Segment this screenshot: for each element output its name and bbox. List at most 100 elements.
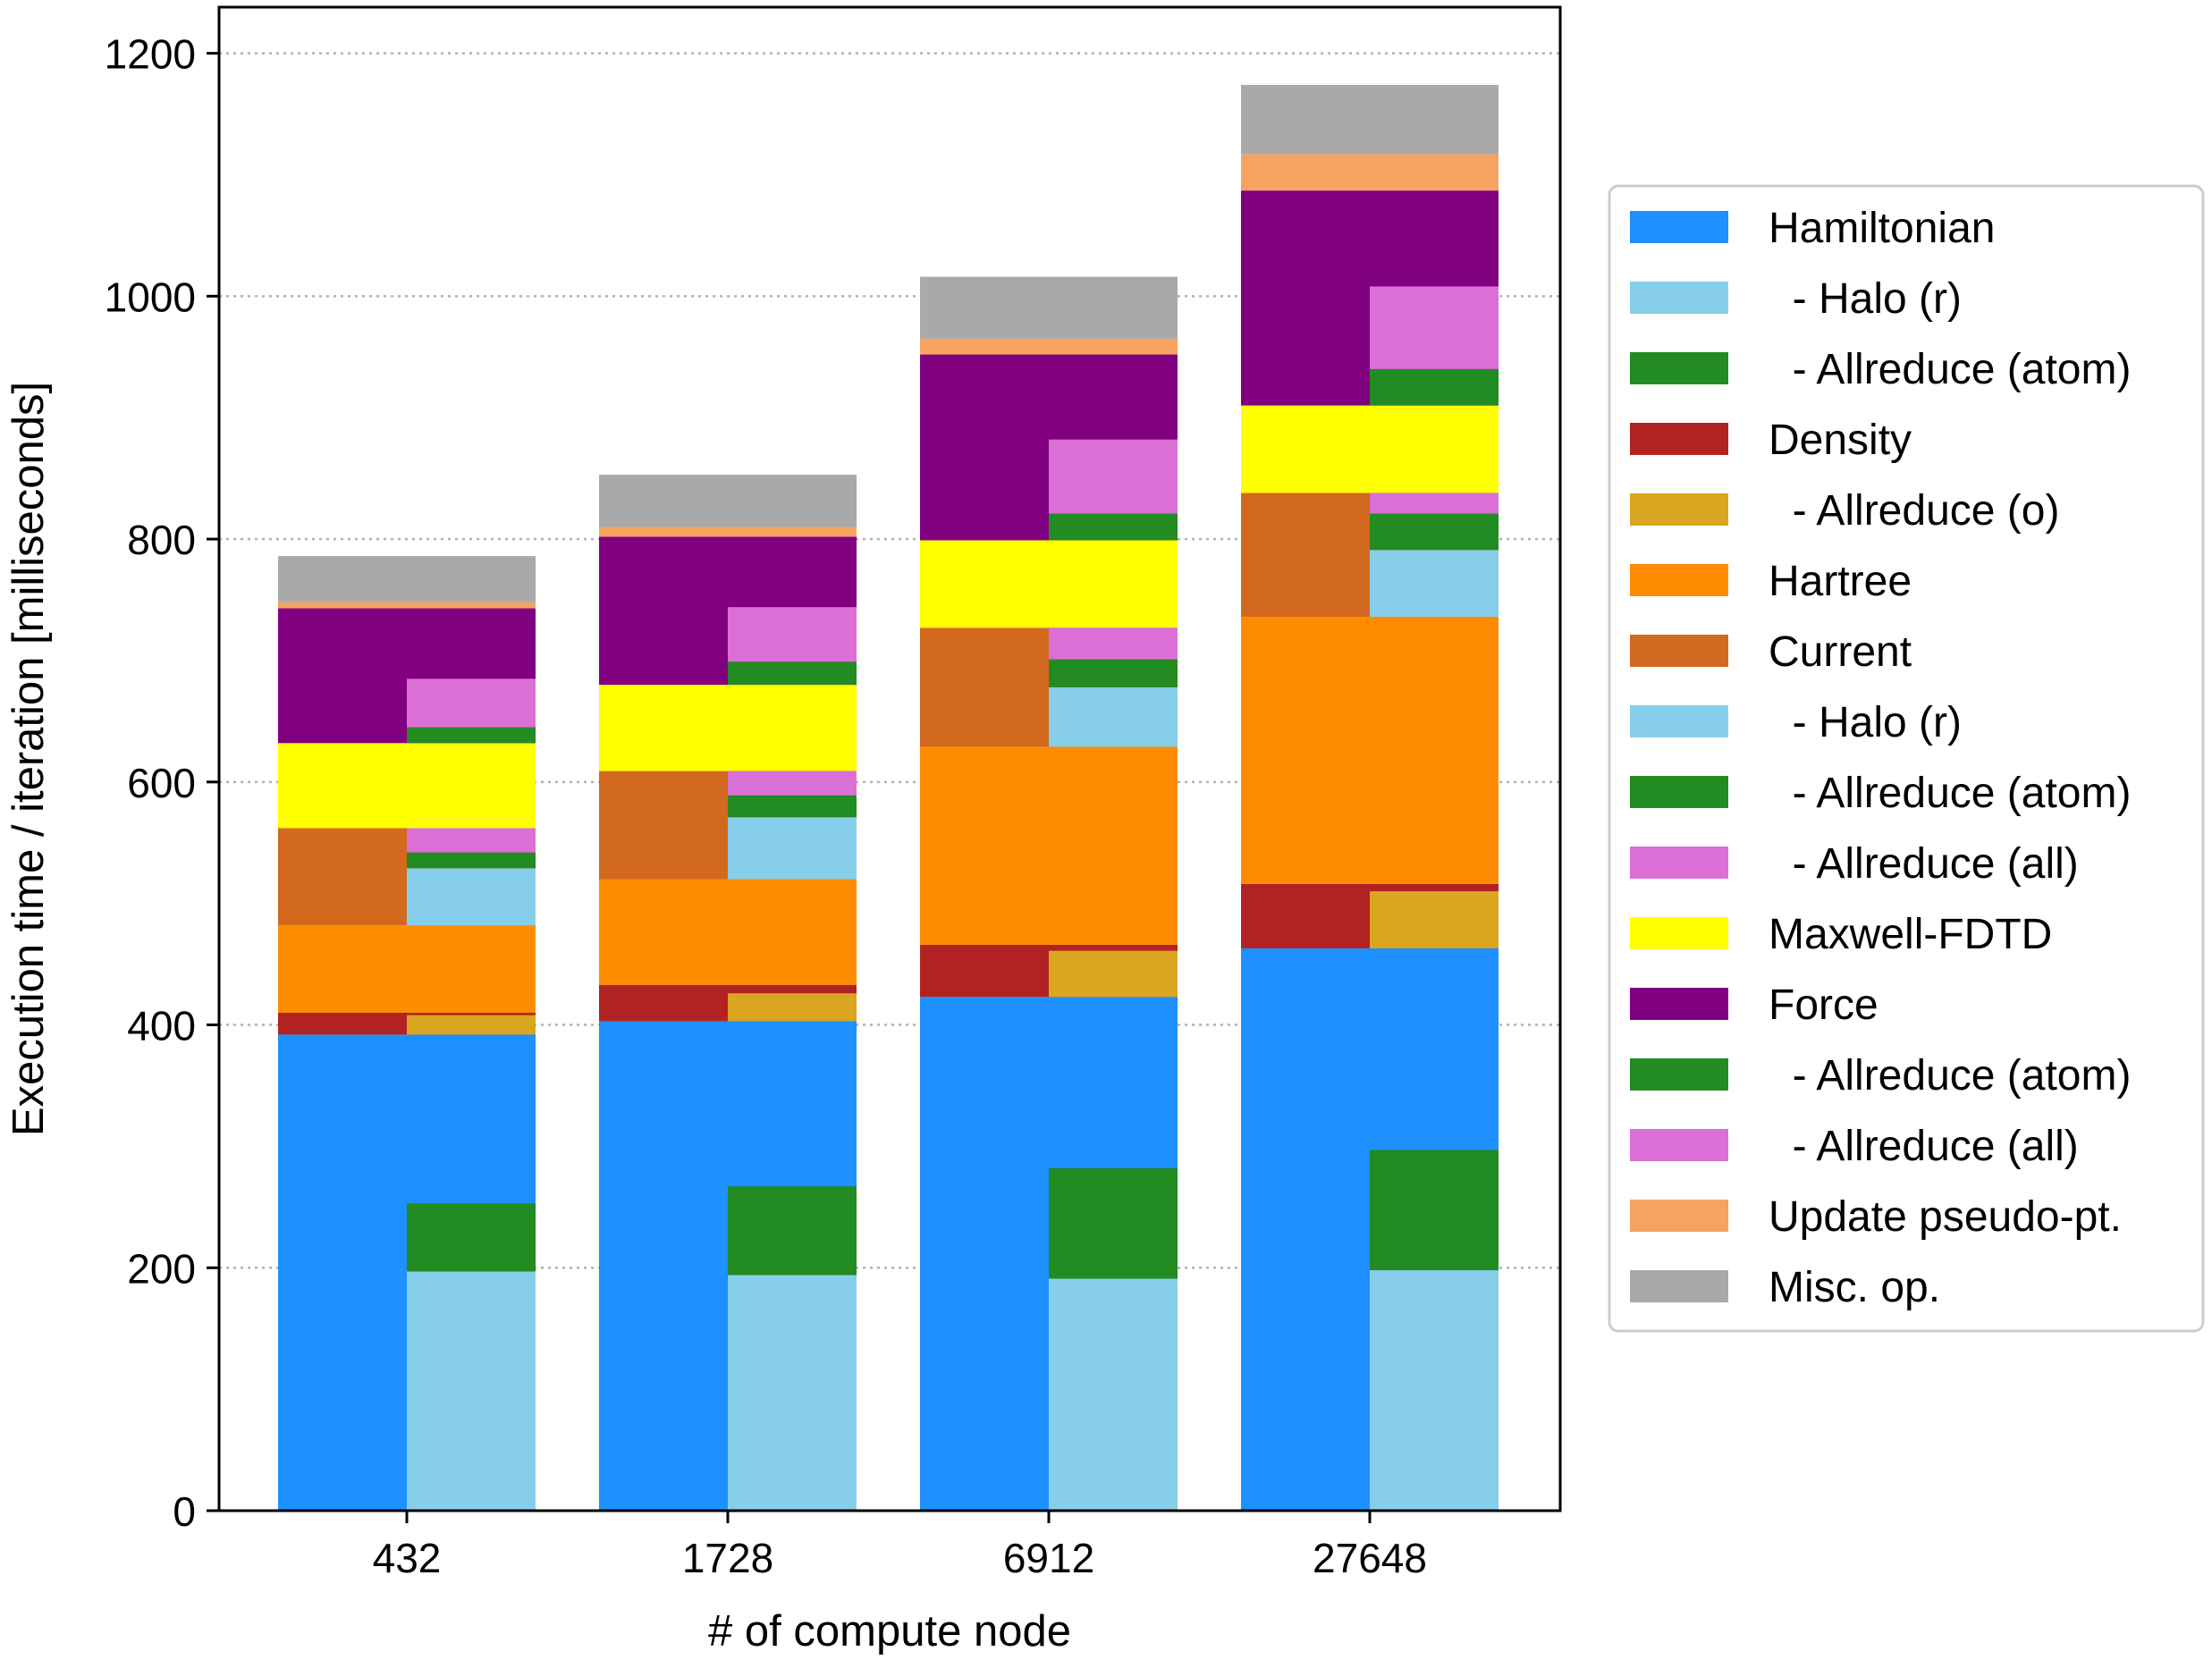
bar-density-allreduce-o- bbox=[1370, 891, 1499, 948]
legend-swatch bbox=[1630, 917, 1728, 949]
bar-force-allreduce-atom- bbox=[407, 727, 536, 744]
legend-swatch bbox=[1630, 282, 1728, 314]
bar-force-left bbox=[599, 536, 728, 686]
bar-force-allreduce-all- bbox=[1049, 439, 1178, 514]
bar-current-halo-r- bbox=[1370, 550, 1499, 618]
bar-force-left bbox=[920, 354, 1049, 541]
x-axis-label: # of compute node bbox=[708, 1607, 1071, 1655]
bar-maxwell-fdtd-left bbox=[599, 685, 728, 771]
legend-label: - Halo (r) bbox=[1769, 699, 1962, 746]
bar-maxwell-fdtd-right bbox=[1370, 405, 1499, 493]
legend-label: Density bbox=[1769, 417, 1912, 464]
legend-swatch bbox=[1630, 1058, 1728, 1091]
legend-label: - Allreduce (all) bbox=[1769, 840, 2079, 888]
legend-label: Update pseudo-pt. bbox=[1769, 1193, 2122, 1241]
bar-current-allreduce-all- bbox=[728, 771, 857, 796]
legend-swatch bbox=[1630, 1129, 1728, 1161]
bar-current-left bbox=[920, 628, 1049, 747]
bar-maxwell-fdtd-right bbox=[407, 743, 536, 829]
bar-update-pseudo-pt--right bbox=[728, 527, 857, 537]
bars bbox=[278, 84, 1499, 1511]
bar-force-allreduce-atom- bbox=[1049, 513, 1178, 541]
bar-current-allreduce-all- bbox=[1049, 628, 1178, 660]
bar-update-pseudo-pt--right bbox=[1049, 338, 1178, 355]
bar-force-allreduce-all- bbox=[728, 607, 857, 662]
legend-box bbox=[1608, 184, 2205, 1333]
x-axis: 432 1728 6912 27648 bbox=[373, 1511, 1427, 1581]
bar-current-halo-r- bbox=[728, 817, 857, 880]
legend-swatch bbox=[1630, 564, 1728, 596]
bar-force-allreduce-atom- bbox=[1370, 368, 1499, 406]
bar-hartree-right bbox=[1049, 746, 1178, 945]
y-axis: 0 200 400 600 800 1000 1200 bbox=[105, 31, 219, 1535]
legend-swatch bbox=[1630, 1270, 1728, 1302]
y-axis-label: Execution time / iteration [milliseconds… bbox=[4, 382, 53, 1136]
x-tick-label: 1728 bbox=[682, 1535, 773, 1581]
legend-swatch bbox=[1630, 847, 1728, 879]
bar-hartree-left bbox=[920, 746, 1049, 945]
bar-misc-op--left bbox=[278, 556, 407, 602]
bar-force-allreduce-all- bbox=[407, 678, 536, 728]
bar-update-pseudo-pt--left bbox=[920, 338, 1049, 355]
x-tick-label: 432 bbox=[373, 1535, 442, 1581]
bar-hamiltonian-allreduce-atom- bbox=[1049, 1167, 1178, 1279]
bar-current-left bbox=[599, 771, 728, 880]
bar-misc-op--left bbox=[1241, 84, 1370, 155]
legend-label: - Allreduce (atom) bbox=[1769, 346, 2131, 393]
legend-swatch bbox=[1630, 1200, 1728, 1232]
bar-misc-op--right bbox=[1049, 276, 1178, 339]
bar-maxwell-fdtd-left bbox=[920, 540, 1049, 628]
legend-swatch bbox=[1630, 423, 1728, 455]
bar-current-allreduce-all- bbox=[407, 828, 536, 853]
bar-hamiltonian-allreduce-atom- bbox=[728, 1186, 857, 1276]
bar-misc-op--right bbox=[1370, 84, 1499, 155]
bar-hamiltonian-left bbox=[278, 1034, 407, 1511]
bar-current-halo-r- bbox=[407, 868, 536, 926]
bar-hamiltonian-left bbox=[599, 1021, 728, 1511]
bar-hamiltonian-left bbox=[1241, 948, 1370, 1511]
bar-hartree-right bbox=[728, 879, 857, 985]
y-tick-label: 1000 bbox=[105, 274, 196, 320]
bar-maxwell-fdtd-right bbox=[728, 685, 857, 771]
x-tick-label: 27648 bbox=[1313, 1535, 1427, 1581]
bar-density-allreduce-o- bbox=[1049, 950, 1178, 998]
legend: Hamiltonian - Halo (r) - Allreduce (atom… bbox=[1608, 184, 2205, 1333]
y-tick-label: 800 bbox=[127, 517, 196, 563]
bar-update-pseudo-pt--left bbox=[599, 527, 728, 537]
legend-label: Misc. op. bbox=[1769, 1264, 1940, 1311]
legend-label: Current bbox=[1769, 628, 1912, 676]
legend-label: - Allreduce (atom) bbox=[1769, 1052, 2131, 1099]
bar-current-allreduce-atom- bbox=[1370, 513, 1499, 551]
bar-maxwell-fdtd-left bbox=[1241, 405, 1370, 493]
bar-hamiltonian-allreduce-atom- bbox=[407, 1203, 536, 1272]
bar-current-halo-r- bbox=[1049, 687, 1178, 747]
legend-swatch bbox=[1630, 352, 1728, 384]
bar-force-allreduce-atom- bbox=[728, 661, 857, 686]
legend-label: Hamiltonian bbox=[1769, 205, 1995, 252]
bar-density-allreduce-o- bbox=[728, 993, 857, 1022]
bar-hamiltonian-halo-r- bbox=[1370, 1269, 1499, 1511]
bar-current-left bbox=[278, 828, 407, 926]
bar-hamiltonian-left bbox=[920, 997, 1049, 1511]
bar-maxwell-fdtd-right bbox=[1049, 540, 1178, 628]
bar-update-pseudo-pt--right bbox=[1370, 154, 1499, 191]
bar-current-left bbox=[1241, 493, 1370, 618]
bar-density-allreduce-o- bbox=[407, 1015, 536, 1035]
bar-current-allreduce-all- bbox=[1370, 493, 1499, 514]
legend-swatch bbox=[1630, 988, 1728, 1020]
legend-swatch bbox=[1630, 705, 1728, 737]
legend-swatch bbox=[1630, 635, 1728, 667]
bar-maxwell-fdtd-left bbox=[278, 743, 407, 829]
bar-force-left bbox=[278, 608, 407, 744]
y-tick-label: 0 bbox=[173, 1488, 196, 1535]
legend-swatch bbox=[1630, 776, 1728, 808]
bar-hamiltonian-halo-r- bbox=[1049, 1278, 1178, 1511]
bar-update-pseudo-pt--right bbox=[407, 602, 536, 609]
legend-label: - Allreduce (atom) bbox=[1769, 770, 2131, 817]
bar-misc-op--left bbox=[599, 475, 728, 527]
bar-density-left bbox=[599, 984, 728, 1022]
y-tick-label: 1200 bbox=[105, 31, 196, 78]
bar-current-allreduce-atom- bbox=[728, 795, 857, 818]
